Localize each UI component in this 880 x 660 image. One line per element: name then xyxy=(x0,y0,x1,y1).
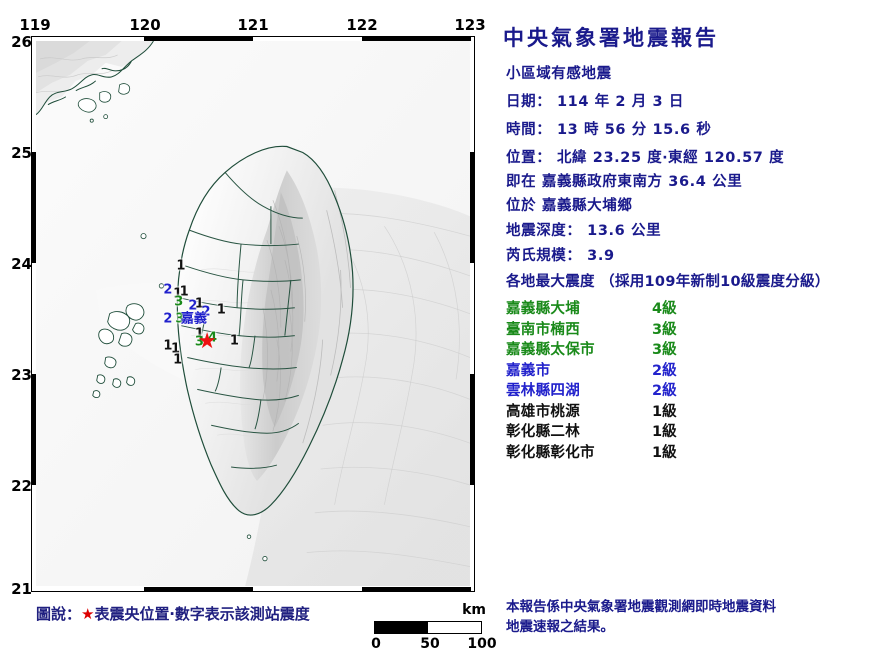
station-intensity: 1 xyxy=(173,352,183,368)
scale-tick: 0 xyxy=(371,636,381,652)
axis-tick-bar xyxy=(470,152,474,263)
station-intensity: 1 xyxy=(173,286,183,302)
axis-tick-bar xyxy=(362,587,471,591)
station-intensity: 4 xyxy=(207,330,218,346)
lat-tick: 25 xyxy=(11,144,32,162)
intensity-level: 3級 xyxy=(652,321,677,338)
station-intensity: 2 xyxy=(163,282,173,298)
intensity-row: 雲林縣四湖 2級 xyxy=(506,379,866,400)
report-depth: 地震深度： 13.6 公里 xyxy=(506,223,662,239)
report-time: 時間： 13 時 56 分 15.6 秒 xyxy=(506,122,712,138)
axis-tick-bar xyxy=(362,37,471,41)
intensity-row: 嘉義縣太保市 3級 xyxy=(506,338,866,359)
map-canvas: 1 2 1 1 3 2 1 2 1 2 3 1 3 4 1 1 1 1 嘉義 ★ xyxy=(36,41,470,587)
lat-tick: 21 xyxy=(11,580,32,598)
axis-tick-bar xyxy=(144,587,253,591)
lon-tick: 123 xyxy=(454,16,486,34)
terrain-relief xyxy=(36,41,470,587)
intensity-level: 1級 xyxy=(652,424,677,440)
intensity-row: 高雄市桃源 1級 xyxy=(506,400,866,421)
intensity-level: 2級 xyxy=(652,362,677,379)
intensity-location: 彰化縣彰化市 xyxy=(506,444,595,461)
intensity-level: 3級 xyxy=(652,342,677,358)
scale-tick: 100 xyxy=(467,636,497,652)
scale-tick: 50 xyxy=(420,636,440,652)
station-intensity: 3 xyxy=(174,294,184,310)
report-footnote: 本報告係中央氣象署地震觀測網即時地震資料 地震速報之結果。 xyxy=(506,597,776,637)
lon-tick: 122 xyxy=(346,16,378,34)
intensity-location: 高雄市桃源 xyxy=(506,403,580,420)
lat-tick: 23 xyxy=(11,366,32,384)
intensity-row: 彰化縣二林 1級 xyxy=(506,420,866,441)
station-intensity: 1 xyxy=(176,258,186,274)
lon-tick: 121 xyxy=(237,16,269,34)
legend-star-icon: ★ xyxy=(81,605,95,623)
report-position: 位置： 北緯 23.25 度‧東經 120.57 度 xyxy=(506,150,785,166)
station-intensity: 1 xyxy=(194,326,204,342)
intensity-level: 1級 xyxy=(652,444,677,461)
report-panel: 中央氣象署地震報告 小區域有感地震 日期： 114 年 2 月 3 日 時間： … xyxy=(500,0,880,660)
map-frame[interactable]: 1 2 1 1 3 2 1 2 1 2 3 1 3 4 1 1 1 1 嘉義 ★ xyxy=(31,36,475,592)
station-intensity: 1 xyxy=(163,338,173,354)
intensity-level: 2級 xyxy=(652,383,677,399)
station-intensity: 2 xyxy=(188,298,198,314)
intensity-row: 嘉義市 2級 xyxy=(506,359,866,380)
lon-tick: 119 xyxy=(19,16,51,34)
intensity-location: 彰化縣二林 xyxy=(506,424,580,440)
axis-tick-bar xyxy=(32,374,36,485)
page-title: 中央氣象署地震報告 xyxy=(503,26,719,50)
lat-tick: 24 xyxy=(11,255,32,273)
footnote-line-2: 地震速報之結果。 xyxy=(506,619,614,635)
cwa-logo-icon xyxy=(444,581,470,587)
lat-tick: 22 xyxy=(11,477,32,495)
intensity-location: 臺南市楠西 xyxy=(506,321,580,338)
report-subtitle: 小區域有感地震 xyxy=(506,66,612,82)
station-intensity: 3 xyxy=(175,311,185,327)
axis-tick-bar xyxy=(144,37,253,41)
longitude-axis-labels: 119 120 121 122 123 xyxy=(0,16,490,36)
intensity-list: 嘉義縣大埔 4級 臺南市楠西 3級 嘉義縣太保市 3級 嘉義市 2級 雲林縣四湖… xyxy=(506,297,866,461)
report-magnitude: 芮氏規模： 3.9 xyxy=(506,248,615,264)
report-place: 位於 嘉義縣大埔鄉 xyxy=(506,198,633,214)
intensity-level: 1級 xyxy=(652,403,677,420)
scale-bar xyxy=(374,621,482,634)
intensity-location: 雲林縣四湖 xyxy=(506,383,580,399)
map-panel: 119 120 121 122 123 26 25 24 23 22 21 xyxy=(0,0,496,660)
legend-text: 表震央位置‧數字表示該測站震度 xyxy=(94,605,310,623)
intensity-location: 嘉義市 xyxy=(506,362,551,379)
intensity-location: 嘉義縣大埔 xyxy=(506,301,580,317)
report-date: 日期： 114 年 2 月 3 日 xyxy=(506,94,684,110)
intensity-section-header: 各地最大震度 （採用109年新制10級震度分級） xyxy=(506,274,830,290)
station-intensity: 1 xyxy=(229,333,239,349)
station-intensity: 1 xyxy=(216,302,226,318)
intensity-location: 嘉義縣太保市 xyxy=(506,342,595,358)
city-label-chiayi: 嘉義 xyxy=(180,311,207,327)
station-intensity: 1 xyxy=(194,296,204,312)
station-intensity: 2 xyxy=(201,304,211,320)
intensity-row: 嘉義縣大埔 4級 xyxy=(506,297,866,318)
station-intensity: 1 xyxy=(170,341,181,357)
legend-prefix: 圖說： xyxy=(36,605,82,623)
intensity-row: 臺南市楠西 3級 xyxy=(506,318,866,339)
latitude-axis-labels: 26 25 24 23 22 21 xyxy=(0,0,34,660)
map-legend: 圖說：★表震央位置‧數字表示該測站震度 xyxy=(36,603,310,624)
axis-tick-bar xyxy=(470,374,474,485)
intensity-level: 4級 xyxy=(652,301,677,317)
lat-tick: 26 xyxy=(11,33,32,51)
scale-tick-labels: 0 50 100 xyxy=(371,636,496,652)
lon-tick: 120 xyxy=(129,16,161,34)
scale-unit-label: km xyxy=(462,602,486,618)
station-intensity: 3 xyxy=(194,334,204,350)
footnote-line-1: 本報告係中央氣象署地震觀測網即時地震資料 xyxy=(506,599,776,615)
station-intensity: 1 xyxy=(179,284,189,300)
intensity-row: 彰化縣彰化市 1級 xyxy=(506,441,866,462)
station-intensity: 2 xyxy=(163,311,173,327)
report-relative-loc: 即在 嘉義縣政府東南方 36.4 公里 xyxy=(506,174,743,190)
epicenter-star-icon: ★ xyxy=(197,329,217,355)
axis-tick-bar xyxy=(32,152,36,263)
